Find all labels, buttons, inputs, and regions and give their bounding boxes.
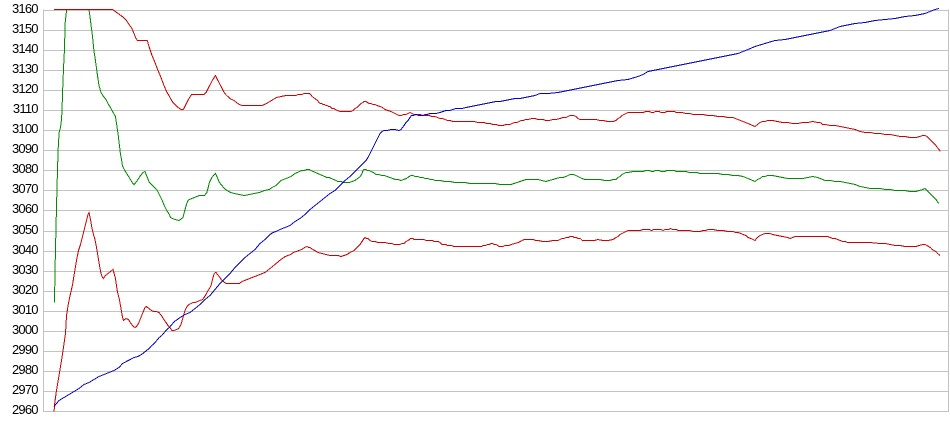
svg-text:3160: 3160	[12, 1, 38, 16]
svg-text:3080: 3080	[12, 161, 38, 176]
svg-text:3010: 3010	[12, 302, 38, 317]
svg-text:3150: 3150	[12, 21, 38, 36]
svg-text:2990: 2990	[12, 342, 38, 357]
svg-text:3000: 3000	[12, 322, 38, 337]
svg-text:3030: 3030	[12, 262, 38, 277]
svg-text:2970: 2970	[12, 382, 38, 397]
svg-text:3110: 3110	[13, 101, 38, 116]
svg-text:3130: 3130	[12, 61, 38, 76]
svg-text:3050: 3050	[12, 222, 38, 237]
svg-text:3090: 3090	[12, 141, 38, 156]
svg-text:3070: 3070	[12, 181, 38, 196]
svg-text:3020: 3020	[12, 282, 38, 297]
svg-text:3040: 3040	[12, 242, 38, 257]
svg-text:2980: 2980	[12, 362, 38, 377]
svg-text:3120: 3120	[12, 81, 38, 96]
svg-text:3100: 3100	[12, 121, 38, 136]
svg-text:3140: 3140	[12, 41, 38, 56]
svg-text:2960: 2960	[12, 402, 38, 417]
svg-text:3060: 3060	[12, 201, 38, 216]
